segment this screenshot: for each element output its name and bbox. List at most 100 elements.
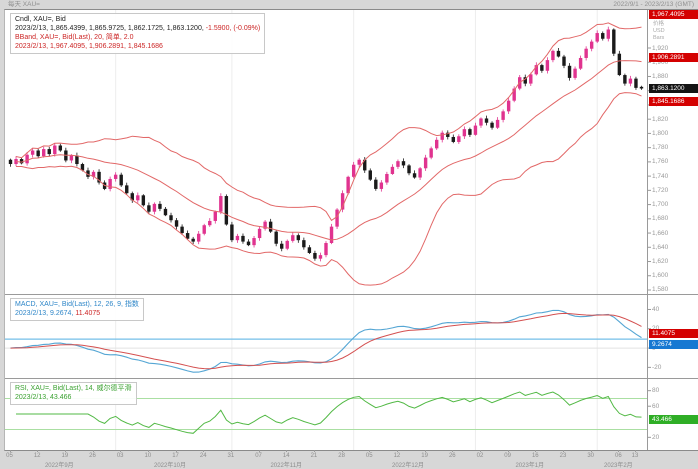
- month-label: 2023年2月: [604, 463, 633, 469]
- day-tick-label: 19: [61, 453, 69, 459]
- price-tick: 1,780: [652, 144, 669, 152]
- time-tick-mark: [286, 450, 288, 452]
- main-pane-legend: Cndl, XAU=, Bid 2023/2/13, 1,865.4399, 1…: [10, 13, 266, 54]
- candle-series-label: Cndl, XAU=, Bid: [15, 16, 66, 23]
- day-tick-label: 12: [393, 453, 401, 459]
- price-tick: 1,680: [652, 215, 669, 223]
- price-tick: 1,880: [652, 72, 669, 80]
- month-label: 2022年11月: [270, 463, 303, 469]
- chart-frame: Cndl, XAU=, Bid 2023/2/13, 1,865.4399, 1…: [4, 9, 698, 451]
- time-tick-mark: [120, 450, 122, 452]
- bband-series-label: BBand, XAU=, Bid(Last), 20, 简单, 2.0: [15, 34, 134, 41]
- price-tick: 1,800: [652, 129, 669, 137]
- rsi-tick: 60: [652, 402, 660, 410]
- bband-values: 2023/2/13, 1,967.4095, 1,906.2891, 1,845…: [15, 43, 163, 50]
- time-tick-mark: [563, 450, 564, 452]
- price-axis-header: 价格 USD Bars: [653, 21, 665, 41]
- price-tick: 1,760: [652, 158, 669, 166]
- rsi-tick: 20: [652, 433, 660, 441]
- macd-pane-legend: MACD, XAU=, Bid(Last), 12, 26, 9, 指数 202…: [10, 298, 144, 321]
- time-tick-mark: [507, 450, 509, 452]
- day-tick-label: 26: [89, 453, 96, 459]
- time-tick-mark: [396, 450, 398, 452]
- day-tick-label: 10: [144, 453, 152, 459]
- month-label: 2022年10月: [153, 463, 187, 469]
- day-tick-label: 05: [365, 453, 373, 459]
- day-tick-label: 26: [448, 453, 456, 459]
- day-tick-label: 14: [282, 453, 290, 459]
- macd-value: 2023/2/13, 9.2674,: [15, 310, 74, 317]
- macd-tick: -20: [652, 363, 662, 371]
- title-strip: 每天 XAU= 2022/9/1 - 2023/2/13 (GMT): [0, 0, 698, 9]
- chart-interval-symbol: 每天 XAU=: [8, 1, 40, 8]
- last-price-label: 1,863.1200: [649, 83, 698, 93]
- rsi-tick: 80: [652, 387, 660, 395]
- time-tick-mark: [258, 450, 260, 452]
- change-values: -1.5900, (-0.09%): [203, 25, 261, 32]
- day-tick-label: 12: [33, 453, 41, 459]
- time-tick-mark: [369, 450, 371, 452]
- price-tick: 1,740: [652, 172, 669, 180]
- time-tick-mark: [230, 450, 232, 452]
- price-tick: 1,700: [652, 201, 669, 209]
- day-tick-label: 30: [587, 453, 595, 459]
- rsi-value: 2023/2/13, 43.466: [15, 394, 72, 401]
- day-tick-label: 02: [476, 453, 484, 459]
- day-tick-label: 13: [631, 453, 639, 459]
- macd-signal-value: 11.4075: [73, 310, 101, 317]
- month-label: 2023年1月: [515, 463, 545, 469]
- day-tick-label: 06: [615, 453, 622, 459]
- time-tick-mark: [313, 450, 315, 452]
- chart-date-range: 2022/9/1 - 2023/2/13 (GMT): [613, 1, 694, 8]
- price-tick: 1,720: [652, 186, 669, 194]
- time-tick-mark: [203, 450, 205, 452]
- bband-middle-label: 1,906.2891: [649, 53, 698, 63]
- day-tick-label: 17: [172, 453, 179, 459]
- time-tick-mark: [147, 450, 149, 452]
- price-tick: 1,620: [652, 258, 669, 266]
- time-tick-mark: [92, 450, 94, 452]
- price-tick: 1,920: [652, 44, 669, 52]
- day-tick-label: 05: [6, 453, 13, 459]
- time-tick-mark: [64, 450, 66, 452]
- rsi-pane-legend: RSI, XAU=, Bid(Last), 14, 威尔德平滑 2023/2/1…: [10, 382, 137, 405]
- month-label: 2022年9月: [44, 463, 74, 469]
- time-tick-mark: [452, 450, 454, 452]
- price-tick: 1,820: [652, 115, 669, 123]
- time-tick-mark: [341, 450, 343, 452]
- month-label: 2022年12月: [392, 463, 425, 469]
- price-tick: 1,640: [652, 243, 669, 251]
- time-tick-mark: [535, 450, 537, 452]
- time-tick-mark: [37, 450, 39, 452]
- time-tick-mark: [618, 450, 620, 452]
- time-tick-mark: [634, 450, 636, 452]
- day-tick-label: 03: [116, 453, 124, 459]
- day-tick-label: 23: [559, 453, 567, 459]
- macd-signal-label: 11.4075: [649, 328, 698, 338]
- price-tick: 1,600: [652, 272, 669, 280]
- bband-lower-label: 1,845.1686: [649, 96, 698, 106]
- day-tick-label: 21: [310, 453, 318, 459]
- bband-upper-label: 1,967.4095: [649, 10, 698, 19]
- time-tick-mark: [590, 450, 592, 452]
- day-tick-label: 19: [421, 453, 428, 459]
- day-tick-label: 31: [227, 453, 235, 459]
- rsi-value-label: 43.466: [649, 414, 698, 424]
- macd-series-label: MACD, XAU=, Bid(Last), 12, 26, 9, 指数: [15, 301, 139, 308]
- time-tick-mark: [9, 450, 11, 452]
- time-tick-mark: [424, 450, 426, 452]
- time-tick-mark: [175, 450, 177, 452]
- time-tick-mark: [479, 450, 481, 452]
- macd-value-label: 9.2674: [649, 339, 698, 349]
- day-tick-label: 28: [338, 453, 345, 459]
- time-axis: 05 12 19 26 03 10 17 24 31 07 14 21 28 05 12 19 26 02 09 16…: [0, 450, 698, 469]
- ohlc-values: 2023/2/13, 1,865.4399, 1,865.9725, 1,862…: [15, 25, 204, 32]
- day-tick-label: 24: [199, 453, 207, 459]
- rsi-series-label: RSI, XAU=, Bid(Last), 14, 威尔德平滑: [15, 385, 132, 392]
- price-macd-rsi-chart[interactable]: [5, 10, 698, 450]
- day-tick-label: 07: [255, 453, 262, 459]
- day-tick-label: 09: [504, 453, 511, 459]
- day-tick-label: 16: [531, 453, 539, 459]
- price-tick: 1,580: [652, 286, 669, 294]
